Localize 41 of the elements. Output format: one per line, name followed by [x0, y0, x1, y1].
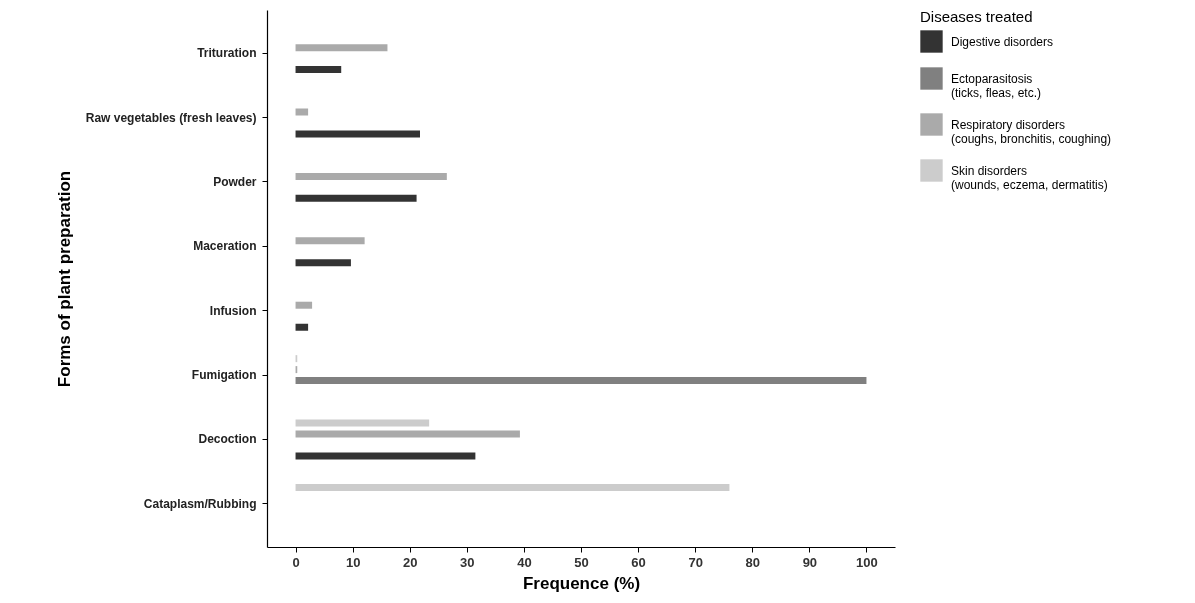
bar [295, 377, 867, 385]
x-tick-label: 0 [292, 554, 300, 570]
bar [295, 259, 351, 267]
x-tick-label: 10 [345, 554, 361, 570]
y-axis-title: Forms of plant preparation [54, 170, 74, 388]
x-tick-label: 20 [402, 554, 418, 570]
bar [295, 301, 313, 309]
y-tick-label: Infusion [209, 303, 257, 318]
legend-label: Skin disorders (wounds, eczema, dermatitis) [951, 163, 1108, 192]
x-tick-label: 50 [574, 554, 589, 570]
x-axis-title: Frequence (%) [522, 573, 641, 593]
x-tick-label: 90 [802, 554, 818, 570]
legend-label: Respiratory disorders (coughs, bronchitis, coughing) [951, 117, 1112, 146]
bar [295, 108, 309, 116]
bar [295, 419, 430, 427]
bar [295, 237, 365, 245]
y-tick-label: Trituration [197, 46, 257, 61]
legend-label: Digestive disorders [951, 34, 1054, 49]
y-tick-label: Maceration [193, 239, 257, 254]
x-tick-label: 30 [460, 554, 475, 570]
x-tick-label: 60 [631, 554, 646, 570]
y-tick-label: Decoction [198, 432, 257, 447]
x-tick-label: 70 [688, 554, 703, 570]
x-tick-label: 40 [517, 554, 532, 570]
bar [295, 44, 388, 52]
bar [295, 130, 420, 138]
legend-title: Diseases treated [920, 8, 1033, 25]
y-tick-label: Fumigation [191, 368, 257, 383]
y-tick-label: Raw vegetables (fresh leaves) [85, 110, 257, 125]
y-tick-label: Powder [213, 174, 257, 189]
legend-label: Ectoparasitosis (ticks, fleas, etc.) [951, 71, 1042, 100]
y-tick-label: Cataplasm/Rubbing [143, 496, 257, 511]
x-tick-label: 100 [856, 554, 878, 570]
bar [295, 194, 417, 202]
bar [295, 66, 342, 74]
bar [295, 172, 447, 180]
bar [295, 483, 730, 491]
bar [295, 430, 520, 438]
bar [295, 452, 476, 460]
x-tick-label: 80 [745, 554, 761, 570]
bar [295, 323, 309, 331]
